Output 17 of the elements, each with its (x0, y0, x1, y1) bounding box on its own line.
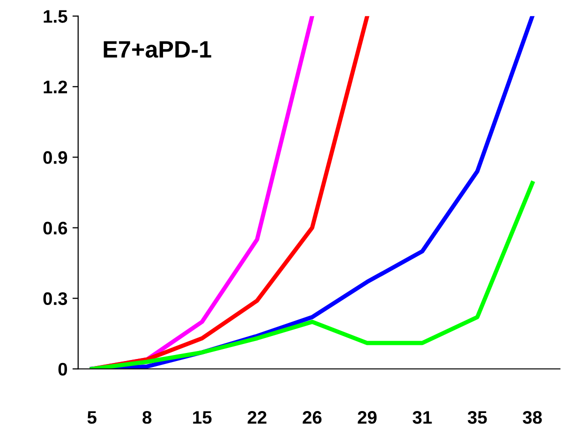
x-tick-label: 38 (522, 411, 542, 424)
x-tick-label: 29 (358, 411, 377, 424)
x-tick-label: 5 (87, 411, 96, 424)
x-tick-label: 35 (468, 411, 487, 424)
line-series (90, 180, 534, 369)
x-tick-label: 15 (193, 411, 212, 424)
y-tick-label: 1.2 (44, 80, 68, 94)
x-tick-label: 31 (412, 411, 432, 424)
y-tick-label: 0.3 (43, 292, 68, 306)
text: E7+aPD-1 (104, 41, 212, 58)
x-tick-label: 22 (248, 411, 266, 424)
y-tick-label: 0.9 (43, 151, 68, 164)
x-tick-label: 8 (142, 411, 152, 424)
y-tick-label: 1.5 (44, 10, 68, 23)
y-tick-label: 0 (58, 362, 68, 376)
y-tick-label: 0.6 (43, 222, 68, 234)
x-tick-label: 26 (302, 411, 322, 424)
